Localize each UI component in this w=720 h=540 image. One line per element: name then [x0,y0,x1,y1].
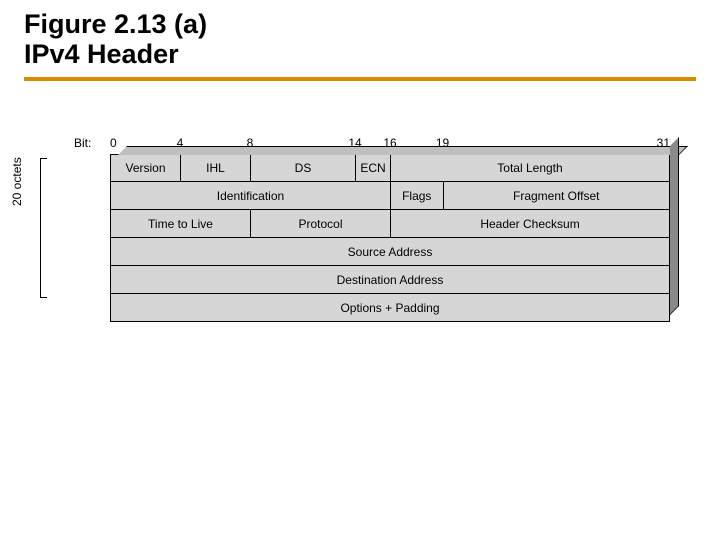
octet-span-bracket [40,158,41,298]
bit-prefix-label: Bit: [74,136,91,150]
header-field: Version [110,154,180,182]
header-field: Source Address [110,238,670,266]
header-row: Destination Address [110,266,670,294]
title-line-2: IPv4 Header [24,40,720,70]
title-underline [24,77,696,81]
header-field: Destination Address [110,266,670,294]
octet-span-label: 20 octets [10,158,24,207]
bit-tick: 0 [110,136,117,150]
header-row: Source Address [110,238,670,266]
header-row: VersionIHLDSECNTotal Length [110,154,670,182]
grid-3d-side [670,137,679,315]
header-field: Protocol [250,210,390,238]
grid-3d-top [118,146,688,155]
figure-title: Figure 2.13 (a) IPv4 Header [0,0,720,69]
header-row: Options + Padding [110,294,670,322]
title-line-1: Figure 2.13 (a) [24,10,720,40]
header-field: IHL [180,154,250,182]
header-row: IdentificationFlagsFragment Offset [110,182,670,210]
header-row: Time to LiveProtocolHeader Checksum [110,210,670,238]
header-rows-container: VersionIHLDSECNTotal LengthIdentificatio… [110,154,670,322]
header-grid: VersionIHLDSECNTotal LengthIdentificatio… [110,154,670,322]
header-field: Options + Padding [110,294,670,322]
header-field: DS [250,154,355,182]
header-field: Time to Live [110,210,250,238]
header-field: Fragment Offset [443,182,671,210]
header-field: Total Length [390,154,670,182]
header-field: Flags [390,182,443,210]
ipv4-header-diagram: Bit: 04814161931 20 octets VersionIHLDSE… [60,136,690,322]
header-field: Identification [110,182,390,210]
header-field: ECN [355,154,390,182]
header-field: Header Checksum [390,210,670,238]
